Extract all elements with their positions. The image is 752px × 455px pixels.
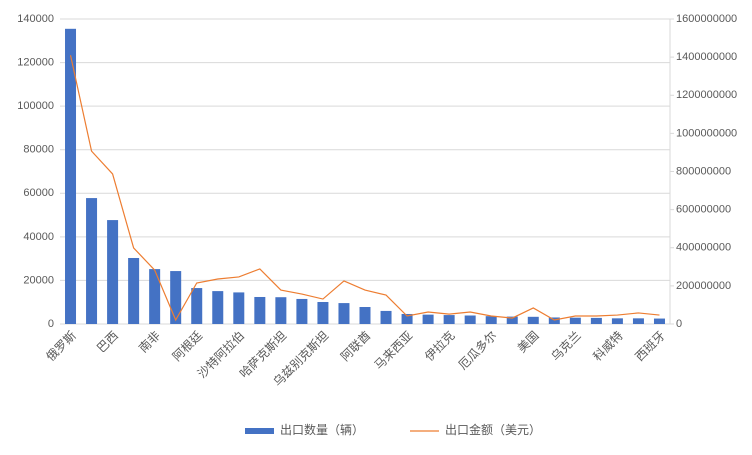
bar xyxy=(632,318,644,324)
x-tick-label: 阿根廷 xyxy=(170,328,205,363)
y2-tick-label: 1200000000 xyxy=(676,89,737,101)
bar xyxy=(569,317,581,324)
bar xyxy=(653,318,665,324)
bar xyxy=(464,315,476,324)
bar xyxy=(212,291,224,324)
legend-label: 出口金额（美元） xyxy=(445,422,541,437)
bar xyxy=(401,313,413,324)
bar xyxy=(548,317,560,324)
bar xyxy=(275,297,287,324)
y-tick-label: 60000 xyxy=(23,187,54,199)
bar xyxy=(191,288,203,324)
bar xyxy=(296,298,308,324)
x-tick-label: 巴西 xyxy=(94,328,121,355)
bar xyxy=(170,271,182,324)
y2-tick-label: 400000000 xyxy=(676,242,731,254)
y2-tick-label: 800000000 xyxy=(676,165,731,177)
bar xyxy=(338,303,350,324)
bar xyxy=(527,316,539,324)
bar xyxy=(107,220,119,324)
y2-tick-label: 0 xyxy=(676,318,682,330)
bar xyxy=(86,198,98,324)
bar xyxy=(506,316,518,324)
bar xyxy=(359,307,371,324)
bar xyxy=(590,317,602,324)
y-tick-label: 80000 xyxy=(23,144,54,156)
y-tick-label: 40000 xyxy=(23,231,54,243)
y2-tick-label: 1400000000 xyxy=(676,51,737,63)
bar xyxy=(254,296,266,324)
bar xyxy=(65,28,77,325)
y2-tick-label: 600000000 xyxy=(676,204,731,216)
bar xyxy=(485,316,497,324)
y-tick-label: 140000 xyxy=(17,13,54,25)
line xyxy=(69,55,660,322)
x-tick-label: 阿联酋 xyxy=(337,328,373,364)
x-tick-label: 伊拉克 xyxy=(421,328,457,364)
x-tick-label: 马来西亚 xyxy=(372,328,416,372)
x-tick-label: 厄瓜多尔 xyxy=(455,328,500,373)
bar xyxy=(128,257,140,324)
bar xyxy=(233,292,245,324)
y-tick-label: 0 xyxy=(48,318,54,330)
bar xyxy=(611,318,623,324)
y2-tick-label: 1000000000 xyxy=(676,127,737,139)
bar xyxy=(422,314,434,324)
y-tick-label: 20000 xyxy=(23,274,54,286)
y-tick-label: 100000 xyxy=(17,100,54,112)
bar xyxy=(380,310,392,324)
bar xyxy=(317,301,329,324)
x-tick-label: 科威特 xyxy=(590,328,626,364)
legend-label: 出口数量（辆） xyxy=(280,422,364,437)
y-tick-label: 120000 xyxy=(17,56,54,68)
x-tick-label: 西班牙 xyxy=(632,328,667,363)
bar xyxy=(149,269,161,324)
y2-tick-label: 1600000000 xyxy=(676,13,737,25)
x-tick-label: 南非 xyxy=(135,328,163,356)
x-tick-label: 乌克兰 xyxy=(548,328,584,364)
legend-swatch xyxy=(245,428,274,434)
bar xyxy=(443,315,455,324)
y2-tick-label: 200000000 xyxy=(676,280,731,292)
x-tick-label: 俄罗斯 xyxy=(44,328,79,363)
x-tick-label: 美国 xyxy=(515,328,542,355)
